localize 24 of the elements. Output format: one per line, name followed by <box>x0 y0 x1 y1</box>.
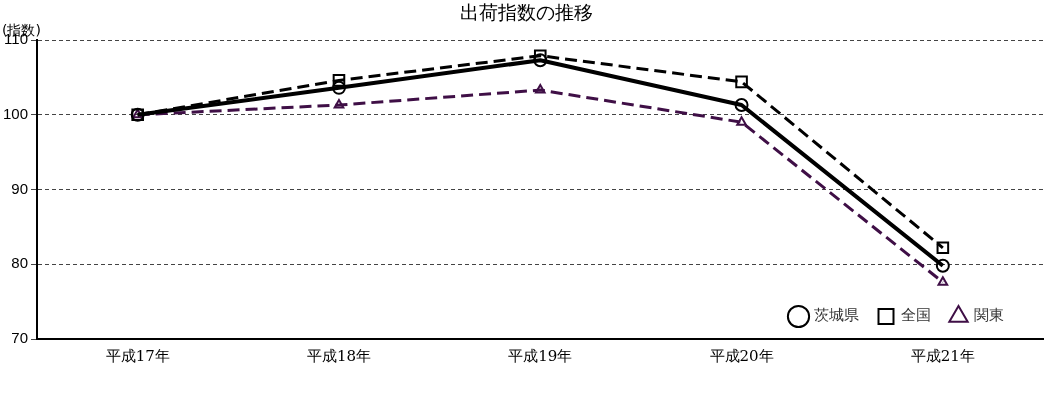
x-tick-label: 平成18年 <box>306 346 372 365</box>
chart-title: 出荷指数の推移 <box>460 1 593 23</box>
point <box>331 80 346 95</box>
point <box>734 98 749 113</box>
legend-label: 茨城県 <box>813 306 859 325</box>
point <box>534 84 546 94</box>
x-tick-label: 平成20年 <box>709 346 774 365</box>
y-tick-label: 100 <box>3 104 29 122</box>
x-tick-label: 平成19年 <box>508 346 573 365</box>
point <box>333 99 345 109</box>
x-tick-label: 平成21年 <box>910 346 975 365</box>
point <box>332 74 346 87</box>
point <box>736 116 747 126</box>
point <box>937 276 949 286</box>
point <box>735 75 748 89</box>
y-tick-label: 80 <box>11 254 29 272</box>
legend-label: 全国 <box>901 306 931 325</box>
point <box>533 53 548 68</box>
point <box>936 241 950 255</box>
point <box>935 258 950 273</box>
x-tick-label: 平成17年 <box>105 346 170 365</box>
y-tick-label: 90 <box>11 179 29 197</box>
y-tick-label: 70 <box>11 329 29 347</box>
legend-label: 関東 <box>973 306 1004 325</box>
